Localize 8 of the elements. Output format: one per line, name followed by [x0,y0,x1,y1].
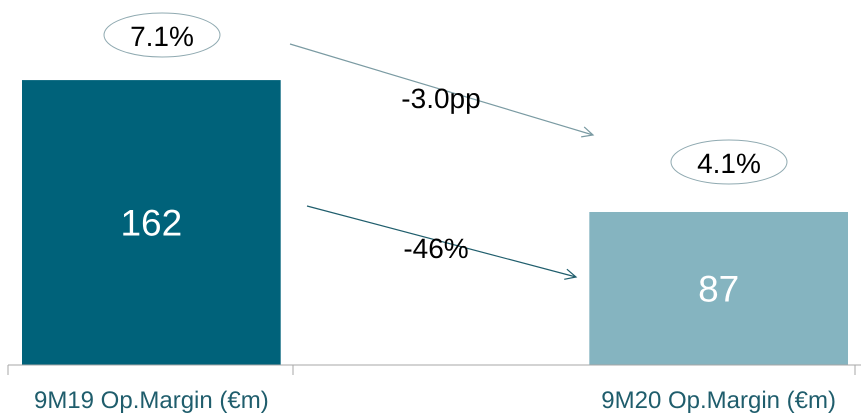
x-tick-label: 9M19 Op.Margin (€m) [34,387,269,414]
text: 7.1% [130,21,194,52]
data-label: 162 [120,202,182,244]
annotation: -46% [403,233,469,264]
x-tick-label: 9M20 Op.Margin (€m) [601,387,836,414]
data-label: 87 [698,268,740,310]
annotation: 4.1% [697,148,761,179]
annotation: -3.0pp [401,83,481,114]
